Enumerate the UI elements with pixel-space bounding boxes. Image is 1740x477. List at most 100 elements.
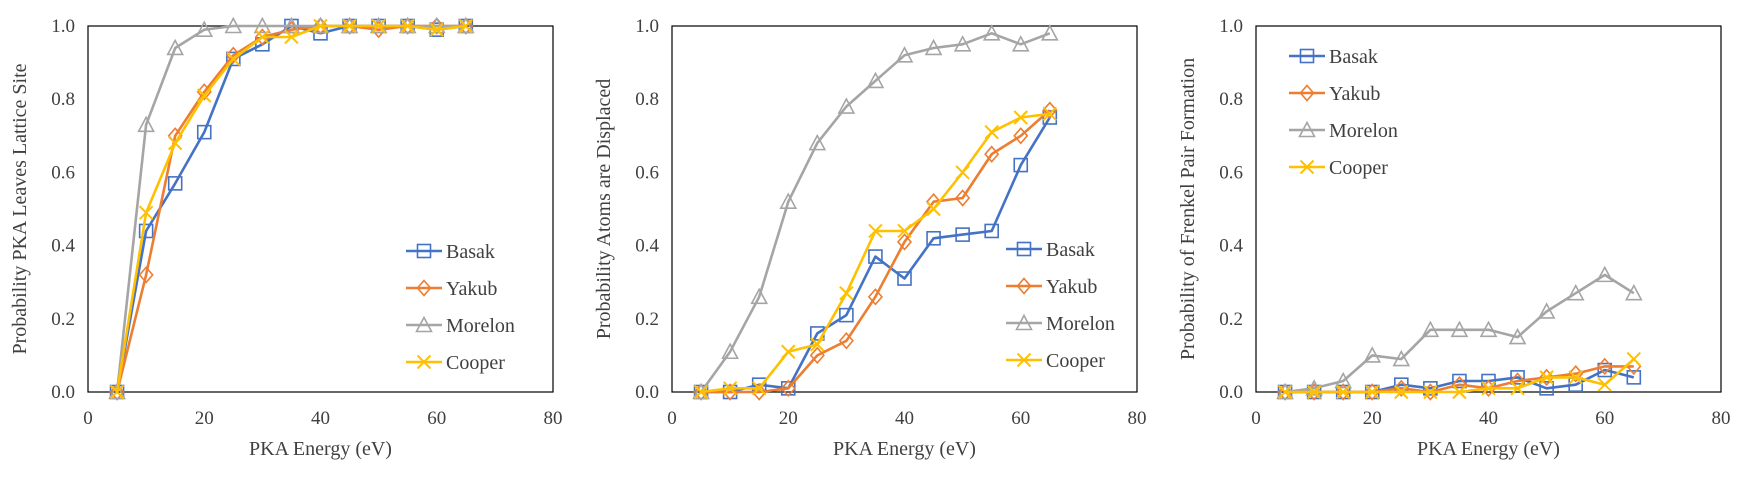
data-point <box>108 382 126 400</box>
legend-label: Basak <box>1329 46 1378 68</box>
data-point <box>1393 379 1409 398</box>
x-tick-label: 80 <box>1712 408 1731 429</box>
x-tick-label: 60 <box>1011 408 1030 429</box>
data-point <box>839 285 854 301</box>
legend-marker <box>1016 352 1032 368</box>
data-point <box>197 88 212 103</box>
data-point <box>284 29 299 45</box>
x-tick-label: 20 <box>779 408 798 429</box>
data-point <box>780 379 796 398</box>
data-point <box>253 16 272 34</box>
legend-item-basak: Basak <box>406 241 495 263</box>
data-point <box>1335 384 1351 400</box>
data-point <box>1537 302 1556 319</box>
y-tick-label: 0.2 <box>51 309 75 330</box>
data-point <box>138 205 154 220</box>
data-point <box>895 46 914 63</box>
x-tick-label: 0 <box>667 408 677 429</box>
legend-marker <box>1299 84 1315 102</box>
legend-item-morelon: Morelon <box>406 315 515 337</box>
data-point <box>955 189 971 207</box>
legend-marker <box>416 243 432 259</box>
y-tick-label: 0.0 <box>1219 382 1243 403</box>
data-point <box>1011 35 1030 52</box>
series-line <box>701 109 1051 394</box>
legend-label: Cooper <box>1046 350 1105 372</box>
data-point <box>924 38 943 56</box>
data-point <box>255 29 270 45</box>
data-point <box>808 133 827 151</box>
y-tick-label: 0.4 <box>1219 236 1243 257</box>
data-point <box>1568 364 1584 383</box>
x-axis-title: PKA Energy (eV) <box>1417 438 1560 460</box>
legend-label: Morelon <box>1046 313 1115 335</box>
data-point <box>1510 381 1525 396</box>
legend-marker <box>1298 120 1316 138</box>
x-tick-label: 40 <box>311 408 330 429</box>
data-point <box>1508 327 1527 345</box>
y-tick-label: 1.0 <box>1219 16 1243 37</box>
data-point <box>400 17 416 35</box>
legend-item-yakub: Yakub <box>406 278 497 300</box>
plot-area <box>87 25 554 393</box>
legend-label: Yakub <box>446 278 497 300</box>
data-point <box>1510 370 1525 385</box>
legend-marker <box>1015 313 1033 331</box>
y-tick-label: 0.8 <box>51 89 75 110</box>
legend-marker <box>1016 277 1032 295</box>
data-point <box>1363 346 1382 363</box>
data-point <box>166 38 185 56</box>
data-point <box>1364 383 1380 401</box>
data-point <box>1423 384 1438 400</box>
data-point <box>1568 370 1583 385</box>
series-cooper <box>109 18 474 400</box>
legend-item-morelon: Morelon <box>1006 313 1115 335</box>
data-point <box>1013 110 1028 125</box>
data-point <box>926 230 941 246</box>
legend-marker <box>1299 48 1315 64</box>
x-tick-label: 0 <box>83 408 93 429</box>
data-point <box>926 201 941 217</box>
data-point <box>839 307 854 323</box>
data-point <box>371 18 386 34</box>
data-point <box>1277 383 1293 401</box>
y-tick-label: 0.8 <box>635 89 659 110</box>
x-axis-title: PKA Energy (eV) <box>249 438 392 460</box>
data-point <box>1394 384 1409 400</box>
chart-panel-2: 0 20 40 60 80 0.0 0.2 0.4 0.6 0.8 1.0 PKA Energy (e… <box>593 16 1147 460</box>
data-point <box>429 22 444 37</box>
series-yakub <box>693 101 1058 401</box>
data-point <box>137 115 155 133</box>
series-morelon <box>692 24 1059 400</box>
data-point <box>1479 320 1498 338</box>
legend: Basak Yakub Morelon Cooper <box>406 241 515 374</box>
series-cooper <box>1277 351 1642 400</box>
data-point <box>953 35 972 52</box>
data-point <box>868 249 883 264</box>
data-point <box>779 192 798 209</box>
data-point <box>982 24 1001 41</box>
x-tick-label: 40 <box>1479 408 1498 429</box>
legend-item-yakub: Yakub <box>1006 276 1097 298</box>
legend-item-morelon: Morelon <box>1289 120 1398 142</box>
data-point <box>195 20 214 37</box>
data-point <box>955 227 970 242</box>
data-point <box>750 287 769 305</box>
y-tick-label: 0.2 <box>635 309 659 330</box>
y-tick-label: 0.8 <box>1219 89 1243 110</box>
y-tick-label: 0.6 <box>635 162 659 183</box>
legend-marker <box>415 315 433 333</box>
legend: Basak Yakub Morelon Cooper <box>1006 239 1115 372</box>
y-tick-label: 0.4 <box>51 236 75 257</box>
legend-label: Morelon <box>1329 120 1398 142</box>
data-point <box>226 51 241 67</box>
plot-area <box>1255 25 1722 393</box>
data-point <box>693 384 709 400</box>
data-point <box>1539 368 1555 387</box>
data-point <box>1277 384 1293 400</box>
legend-marker <box>1016 241 1032 257</box>
data-point <box>429 17 445 35</box>
y-axis-title: Probability PKA Leaves Lattice Site <box>9 63 31 354</box>
data-point <box>400 18 415 34</box>
data-point <box>896 233 913 251</box>
